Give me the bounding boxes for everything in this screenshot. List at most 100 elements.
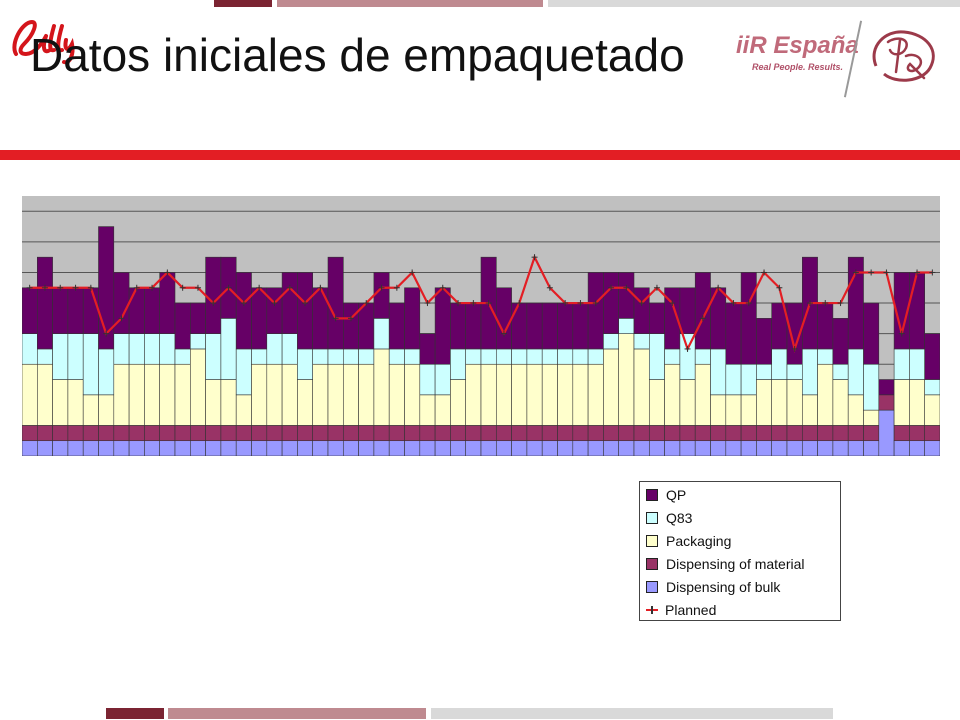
bar-segment [863, 440, 880, 456]
bar-segment [419, 440, 436, 456]
bar-segment [924, 425, 940, 442]
bar-segment [786, 363, 803, 380]
bar-segment [756, 425, 773, 442]
bar-segment [373, 318, 390, 350]
bar-segment [603, 333, 620, 350]
top-bar-mid [277, 0, 543, 7]
bar-segment [786, 379, 803, 426]
bar-segment [37, 348, 53, 365]
bar-segment [465, 348, 482, 365]
legend-item-packaging: Packaging [646, 532, 731, 550]
legend-item-dispensing-material: Dispensing of material [646, 555, 805, 573]
bar-segment [924, 333, 940, 380]
bar-segment [618, 425, 635, 442]
red-divider [0, 150, 960, 160]
bar-segment [863, 409, 880, 426]
bar-segment [419, 425, 436, 442]
bar-segment [327, 363, 344, 426]
bottom-bar-light [431, 708, 833, 719]
bar-segment [434, 440, 451, 456]
bar-segment [67, 379, 84, 426]
bar-segment [450, 348, 466, 380]
legend-item-q83: Q83 [646, 509, 692, 527]
bar-segment [541, 425, 558, 442]
bar-segment [495, 287, 512, 350]
bar-segment [419, 394, 436, 426]
bar-segment [893, 379, 910, 426]
bar-segment [434, 363, 451, 396]
bar-segment [817, 440, 834, 456]
bar-segment [159, 363, 176, 426]
bar-segment [174, 348, 191, 365]
legend-item-qp: QP [646, 486, 686, 504]
bar-segment [98, 394, 115, 426]
bar-segment [266, 440, 283, 456]
bar-segment [67, 287, 84, 334]
legend-label-planned: Planned [665, 602, 717, 618]
bar-segment [633, 333, 650, 350]
bar-segment [511, 363, 528, 426]
bar-segment [281, 425, 298, 442]
bar-segment [358, 348, 375, 365]
bar-segment [710, 440, 727, 456]
legend-label-q83: Q83 [666, 510, 693, 526]
bar-segment [190, 333, 206, 350]
bar-segment [404, 363, 421, 426]
bar-segment [113, 333, 130, 365]
bar-segment [603, 272, 620, 334]
bar-segment [633, 440, 650, 456]
bar-segment [648, 379, 665, 426]
bar-segment [205, 256, 222, 334]
bar-segment [832, 318, 849, 365]
bar-segment [22, 333, 38, 365]
bar-segment [128, 440, 145, 456]
bar-segment [159, 440, 176, 456]
bar-segment [817, 425, 834, 442]
bar-segment [297, 425, 313, 442]
bar-segment [648, 425, 665, 442]
bar-segment [358, 440, 375, 456]
bar-segment [450, 379, 466, 426]
bar-segment [144, 363, 161, 426]
bar-segment [98, 440, 115, 456]
bar-segment [710, 425, 727, 442]
bar-segment [144, 425, 161, 442]
bar-segment [633, 425, 650, 442]
bar-segment [251, 425, 268, 442]
bar-segment [281, 272, 298, 334]
bar-segment [281, 333, 298, 365]
bar-segment [572, 302, 589, 350]
iir-brand-text: iiR España [736, 32, 859, 59]
bar-segment [235, 348, 252, 396]
bar-segment [756, 379, 773, 426]
bar-segment [434, 425, 451, 442]
bar-segment [526, 440, 543, 456]
bar-segment [618, 318, 635, 334]
bar-segment [863, 302, 880, 365]
bar-segment [327, 425, 344, 442]
bar-segment [633, 348, 650, 426]
bar-segment [450, 425, 466, 442]
legend-swatch-dispensing-bulk [646, 581, 658, 593]
bar-segment [235, 425, 252, 442]
bar-segment [618, 272, 635, 319]
bar-segment [450, 440, 466, 456]
bar-segment [434, 394, 451, 426]
bar-segment [235, 272, 252, 350]
stacked-bar-chart [22, 196, 940, 456]
bar-segment [342, 302, 359, 350]
bar-segment [52, 440, 69, 456]
bar-segment [342, 440, 359, 456]
bar-segment [113, 440, 130, 456]
bar-segment [633, 287, 650, 334]
bar-segment [22, 287, 38, 334]
bar-segment [174, 302, 191, 350]
chart-legend: QP Q83 Packaging Dispensing of material … [639, 481, 841, 621]
bar-segment [388, 348, 405, 365]
bar-segment [251, 348, 268, 365]
bar-segment [128, 333, 145, 365]
bar-segment [786, 440, 803, 456]
bar-segment [419, 333, 436, 365]
bar-segment [511, 425, 528, 442]
bar-segment [419, 363, 436, 396]
